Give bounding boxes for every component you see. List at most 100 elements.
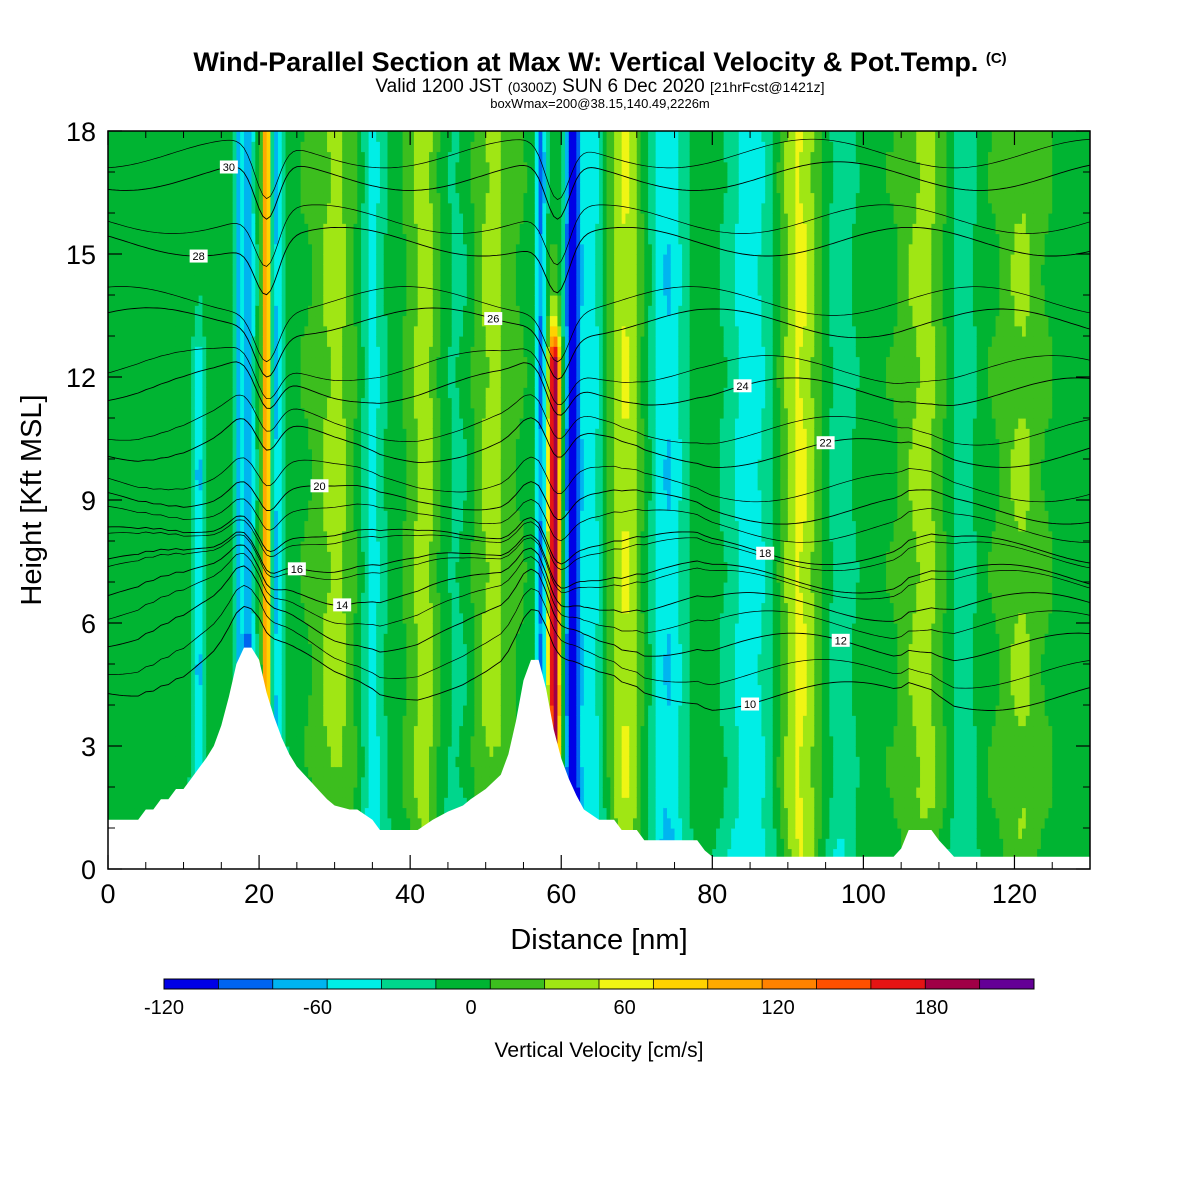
velocity-cell (108, 530, 113, 542)
velocity-cell (145, 725, 151, 737)
velocity-cell (172, 664, 177, 675)
velocity-cell (202, 735, 207, 747)
velocity-cell (251, 213, 256, 224)
velocity-cell (319, 561, 324, 573)
velocity-cell (164, 131, 170, 142)
velocity-cell (160, 202, 166, 214)
velocity-cell (364, 336, 370, 347)
velocity-cell (281, 397, 287, 409)
velocity-cell (138, 448, 143, 460)
velocity-cell (134, 264, 139, 276)
velocity-cell (285, 202, 290, 214)
velocity-cell (247, 131, 253, 142)
velocity-cell (119, 397, 124, 409)
velocity-cell (187, 520, 192, 532)
velocity-cell (157, 213, 162, 224)
velocity-cell (153, 633, 158, 645)
velocity-cell (206, 633, 211, 645)
velocity-cell (228, 407, 234, 419)
velocity-cell (266, 202, 272, 214)
velocity-cell (266, 223, 272, 235)
velocity-cell (247, 428, 253, 440)
velocity-cell (175, 233, 181, 245)
velocity-cell (364, 274, 370, 286)
velocity-cell (262, 182, 268, 194)
velocity-cell (213, 489, 219, 501)
velocity-cell (259, 336, 264, 347)
velocity-cell (198, 141, 204, 153)
velocity-cell (368, 684, 373, 696)
velocity-cell (138, 172, 143, 183)
velocity-cell (285, 366, 290, 378)
velocity-cell (247, 213, 253, 224)
velocity-cell (361, 459, 366, 470)
velocity-cell (338, 592, 343, 604)
velocity-cell (164, 623, 170, 634)
velocity-cell (357, 418, 362, 429)
velocity-cell (259, 223, 264, 235)
velocity-cell (240, 643, 245, 655)
velocity-cell (134, 787, 139, 798)
velocity-cell (364, 653, 370, 665)
velocity-cell (274, 582, 279, 593)
velocity-cell (111, 551, 117, 563)
velocity-cell (240, 530, 245, 542)
velocity-cell (236, 459, 241, 470)
velocity-cell (225, 141, 230, 153)
velocity-cell (191, 264, 196, 276)
velocity-cell (277, 633, 283, 645)
velocity-cell (145, 233, 151, 245)
velocity-cell (225, 582, 230, 593)
velocity-cell (191, 633, 196, 645)
velocity-cell (145, 664, 151, 675)
velocity-cell (342, 766, 347, 778)
velocity-cell (270, 346, 275, 358)
velocity-cell (259, 551, 264, 563)
velocity-cell (308, 459, 313, 470)
velocity-cell (274, 715, 279, 727)
velocity-cell (119, 582, 124, 593)
velocity-cell (213, 469, 219, 481)
velocity-cell (145, 151, 151, 163)
velocity-cell (247, 418, 253, 429)
velocity-cell (217, 131, 222, 142)
velocity-cell (191, 602, 196, 614)
velocity-cell (198, 612, 204, 624)
velocity-cell (251, 561, 256, 573)
velocity-cell (153, 141, 158, 153)
velocity-cell (277, 305, 283, 317)
velocity-cell (304, 295, 309, 306)
velocity-cell (175, 141, 181, 153)
velocity-cell (357, 182, 362, 194)
velocity-cell (225, 571, 230, 583)
velocity-cell (247, 233, 253, 245)
velocity-cell (187, 213, 192, 224)
velocity-cell (243, 469, 249, 481)
velocity-cell (194, 151, 200, 163)
velocity-cell (108, 377, 113, 388)
velocity-cell (300, 623, 305, 634)
velocity-cell (349, 766, 355, 778)
velocity-cell (319, 295, 324, 306)
velocity-cell (213, 602, 219, 614)
velocity-cell (138, 807, 143, 819)
velocity-cell (209, 592, 215, 604)
velocity-cell (323, 694, 328, 706)
velocity-cell (262, 428, 268, 440)
velocity-cell (300, 428, 305, 440)
velocity-cell (315, 715, 321, 727)
velocity-cell (255, 407, 260, 419)
velocity-cell (213, 694, 219, 706)
velocity-cell (361, 530, 366, 542)
velocity-cell (345, 746, 351, 757)
velocity-cell (228, 428, 234, 440)
velocity-cell (111, 746, 117, 757)
velocity-cell (141, 469, 147, 481)
velocity-cell (194, 172, 200, 183)
velocity-cell (277, 592, 283, 604)
velocity-cell (209, 520, 215, 532)
velocity-cell (281, 694, 287, 706)
velocity-cell (281, 264, 287, 276)
velocity-cell (236, 582, 241, 593)
velocity-cell (364, 161, 370, 173)
